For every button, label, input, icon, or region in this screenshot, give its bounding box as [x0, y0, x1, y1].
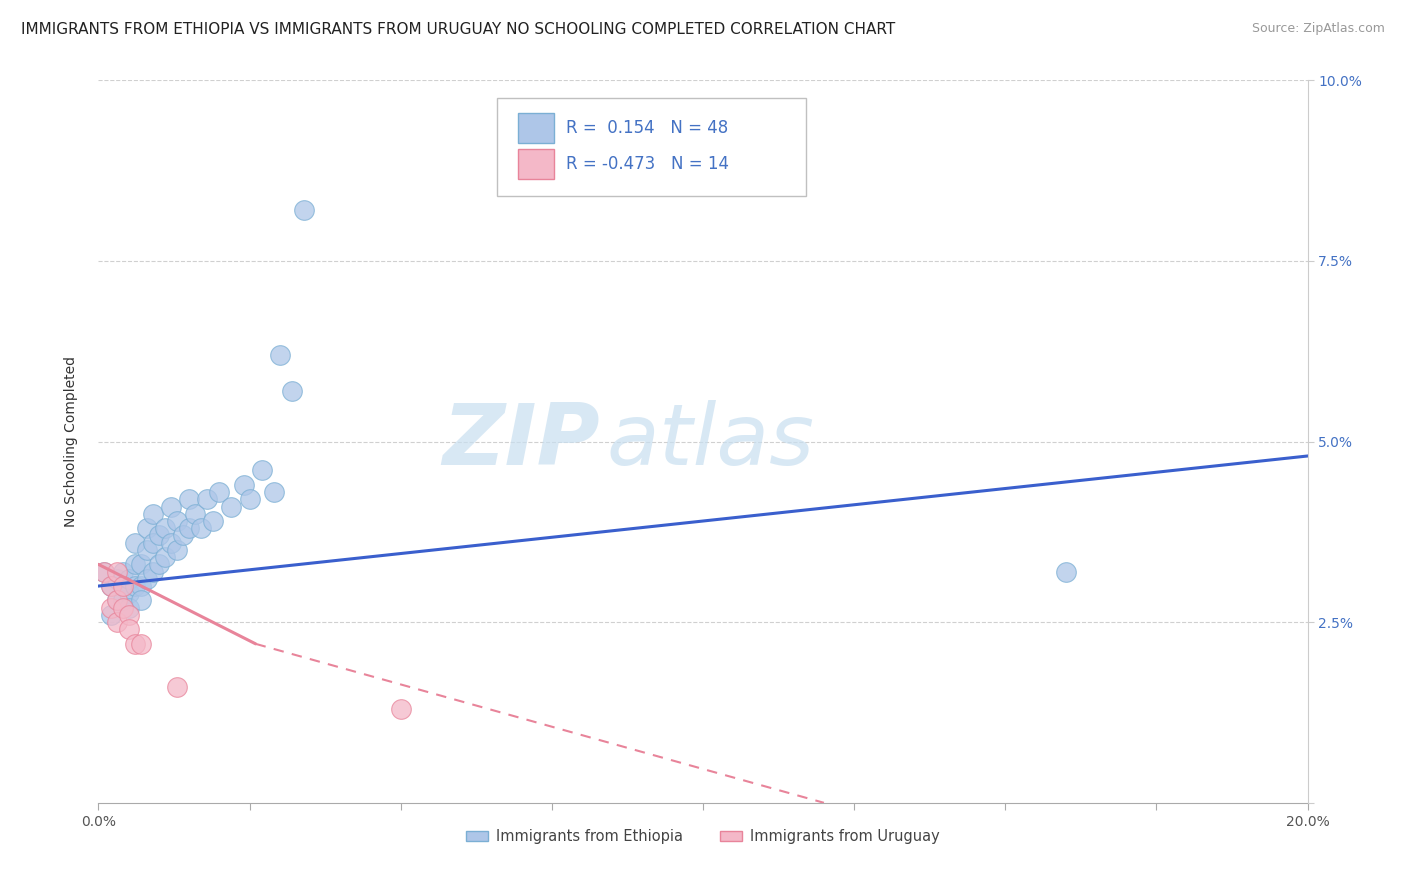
Point	[208, 485, 231, 500]
Point	[202, 514, 225, 528]
Point	[129, 558, 152, 572]
Point	[195, 492, 218, 507]
Point	[93, 565, 115, 579]
Point	[111, 593, 134, 607]
Point	[221, 500, 243, 514]
Point	[118, 572, 141, 586]
Point	[105, 565, 128, 579]
Point	[148, 558, 170, 572]
Point	[93, 565, 115, 579]
Point	[184, 507, 207, 521]
Point	[135, 542, 157, 557]
Text: ZIP: ZIP	[443, 400, 600, 483]
Point	[142, 535, 165, 549]
Point	[190, 521, 212, 535]
Point	[105, 593, 128, 607]
Text: R = -0.473   N = 14: R = -0.473 N = 14	[567, 155, 730, 173]
Point	[389, 702, 412, 716]
Point	[166, 680, 188, 694]
Text: atlas: atlas	[606, 400, 814, 483]
Point	[100, 579, 122, 593]
Point	[160, 500, 183, 514]
Text: R =  0.154   N = 48: R = 0.154 N = 48	[567, 119, 728, 137]
Point	[263, 485, 285, 500]
Point	[129, 593, 152, 607]
Point	[124, 558, 146, 572]
Point	[100, 607, 122, 622]
Point	[142, 507, 165, 521]
Bar	[517, 112, 554, 143]
Point	[166, 542, 188, 557]
Point	[105, 572, 128, 586]
Text: Source: ZipAtlas.com: Source: ZipAtlas.com	[1251, 22, 1385, 36]
Point	[153, 521, 176, 535]
Point	[292, 203, 315, 218]
Point	[118, 607, 141, 622]
Point	[118, 623, 141, 637]
Point	[160, 535, 183, 549]
Point	[111, 579, 134, 593]
Point	[172, 528, 194, 542]
Point	[281, 384, 304, 398]
Point	[105, 593, 128, 607]
Point	[135, 521, 157, 535]
Point	[1054, 565, 1077, 579]
Y-axis label: No Schooling Completed: No Schooling Completed	[63, 356, 77, 527]
Point	[269, 348, 291, 362]
Point	[100, 600, 122, 615]
Point	[179, 521, 201, 535]
Point	[135, 572, 157, 586]
Point	[148, 528, 170, 542]
Text: IMMIGRANTS FROM ETHIOPIA VS IMMIGRANTS FROM URUGUAY NO SCHOOLING COMPLETED CORRE: IMMIGRANTS FROM ETHIOPIA VS IMMIGRANTS F…	[21, 22, 896, 37]
Point	[111, 565, 134, 579]
FancyBboxPatch shape	[498, 98, 806, 196]
Point	[124, 637, 146, 651]
Point	[118, 600, 141, 615]
Point	[250, 463, 273, 477]
Point	[124, 535, 146, 549]
Point	[239, 492, 262, 507]
Point	[100, 579, 122, 593]
Point	[142, 565, 165, 579]
Bar	[517, 149, 554, 179]
Legend: Immigrants from Ethiopia, Immigrants from Uruguay: Immigrants from Ethiopia, Immigrants fro…	[460, 823, 946, 850]
Point	[111, 600, 134, 615]
Point	[129, 637, 152, 651]
Point	[153, 550, 176, 565]
Point	[129, 579, 152, 593]
Point	[232, 478, 254, 492]
Point	[166, 514, 188, 528]
Point	[118, 586, 141, 600]
Point	[105, 615, 128, 630]
Point	[179, 492, 201, 507]
Point	[124, 579, 146, 593]
Point	[111, 579, 134, 593]
